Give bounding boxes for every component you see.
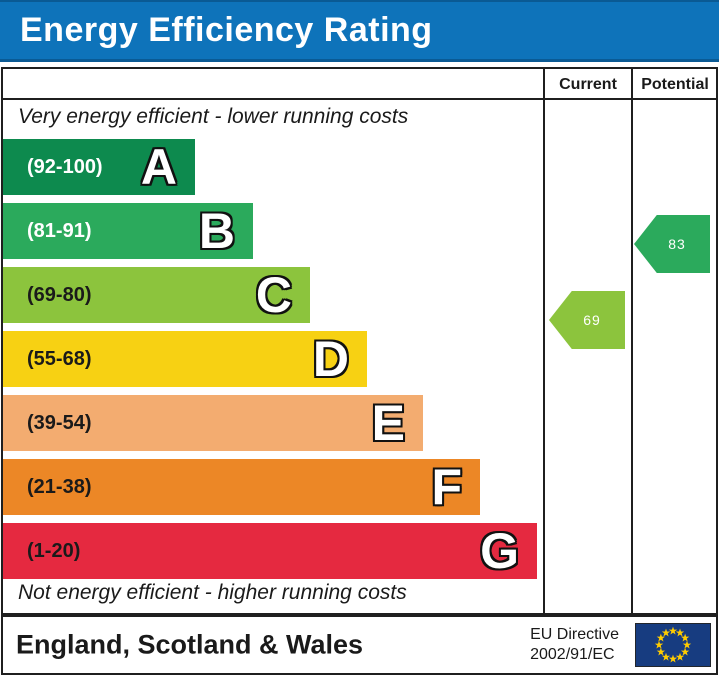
table-header-row: Current Potential [3,69,716,100]
rating-table: Current Potential Very energy efficient … [1,67,718,615]
column-header-current: Current [559,76,617,93]
current-rating-value: 69 [583,312,601,328]
top-note: Very energy efficient - lower running co… [18,105,409,128]
band-e-letter: E [371,395,405,451]
band-e: (39-54) E [3,395,423,451]
title-bar: Energy Efficiency Rating [0,0,719,62]
band-b-range: (81-91) [27,219,92,242]
band-c-range: (69-80) [27,283,92,306]
band-e-range: (39-54) [27,411,92,434]
eu-flag-icon [635,623,711,667]
band-c-letter: C [255,267,292,323]
page-title: Energy Efficiency Rating [20,11,433,49]
band-b: (81-91) B [3,203,253,259]
band-g-letter: G [480,523,519,579]
band-d: (55-68) D [3,331,367,387]
band-f: (21-38) F [3,459,480,515]
band-a: (92-100) A [3,139,195,195]
column-header-potential: Potential [641,76,709,93]
band-d-letter: D [312,331,349,387]
band-g-range: (1-20) [27,539,81,562]
potential-rating-value: 83 [668,236,686,252]
eu-directive-line2: 2002/91/EC [530,646,615,663]
column-divider-current [543,69,545,613]
footer: England, Scotland & Wales EU Directive 2… [1,615,718,675]
band-g: (1-20) G [3,523,537,579]
bottom-note: Not energy efficient - higher running co… [18,581,407,604]
band-b-letter: B [198,203,235,259]
eu-directive-label: EU Directive 2002/91/EC [530,625,619,665]
eu-directive-line1: EU Directive [530,626,619,643]
column-divider-potential [631,69,633,613]
band-c: (69-80) C [3,267,310,323]
potential-rating-arrow: 83 [634,215,710,273]
region-label: England, Scotland & Wales [16,629,364,660]
band-d-range: (55-68) [27,347,92,370]
band-f-letter: F [431,459,462,515]
band-a-letter: A [140,139,177,195]
current-rating-arrow: 69 [549,291,625,349]
band-f-range: (21-38) [27,475,92,498]
band-a-range: (92-100) [27,155,103,178]
